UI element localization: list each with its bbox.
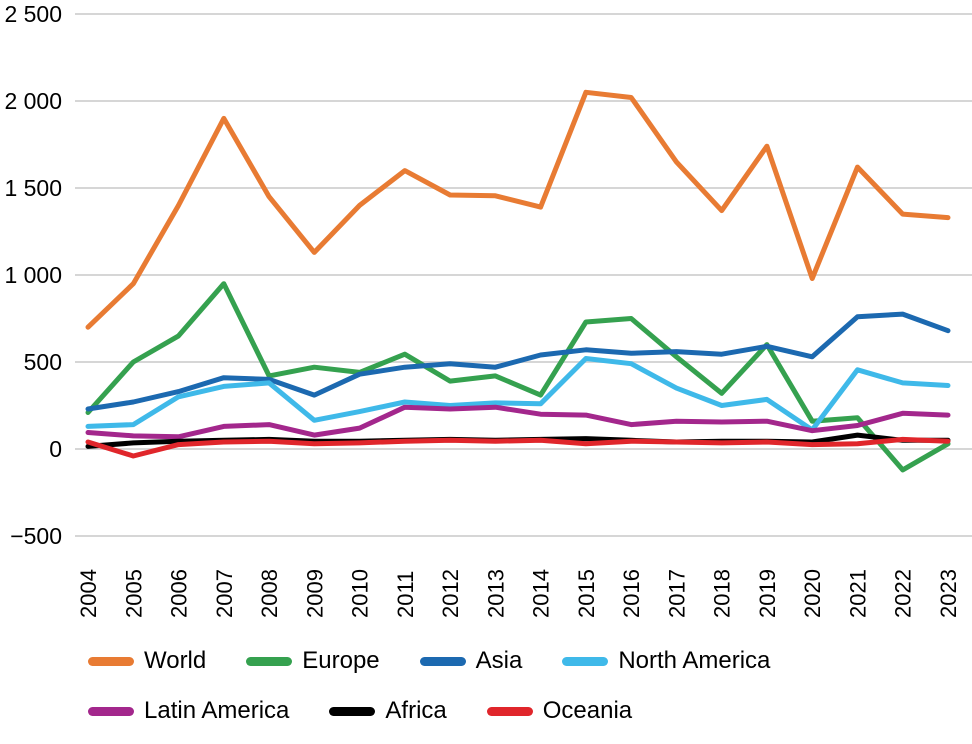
legend-item-africa: Africa [329,697,447,725]
legend-item-north-america: North America [562,647,771,674]
legend-item-latin-america: Latin America [88,697,290,725]
legend-row: World Europe Asia North America [88,647,968,674]
x-tick-label: 2019 [755,569,780,618]
x-tick-label: 2013 [483,569,508,618]
plot-svg: 2 500 2 000 1 500 1 000 500 0 −500 2004 2005 2006… [4,1,972,618]
y-tick-label: 500 [24,349,62,375]
x-tick-label: 2015 [574,569,599,618]
x-tick-label: 2022 [891,569,916,618]
legend-swatch-europe [246,656,293,666]
x-tick-label: 2017 [664,569,689,618]
x-tick-label: 2014 [529,569,554,618]
x-tick-label: 2004 [76,569,101,618]
legend-label-north-america: North America [618,647,771,674]
series-line-europe [85,281,951,473]
x-tick-label: 2020 [800,569,825,618]
legend-swatch-africa [329,707,376,717]
legend-label-latin-america: Latin America [144,697,290,725]
x-tick-label: 2010 [348,569,373,618]
x-tick-label: 2023 [936,569,961,618]
legend-item-oceania: Oceania [486,697,633,725]
legend-swatch-latin-america [88,707,134,717]
legend-swatch-world [88,656,134,666]
legend-label-africa: Africa [385,697,447,725]
chart-legend: World Europe Asia North America Latin Americ… [88,647,968,744]
legend-item-europe: Europe [246,647,380,674]
y-tick-label: 2 000 [4,88,62,114]
x-tick-label: 2016 [619,569,644,618]
legend-row: Latin America Africa Oceania [88,697,968,725]
legend-item-asia: Asia [419,647,523,674]
legend-label-asia: Asia [475,647,523,674]
series-line-oceania [85,436,951,459]
legend-label-europe: Europe [302,647,380,674]
x-tick-label: 2006 [167,569,192,618]
legend-label-oceania: Oceania [542,697,633,725]
x-tick-label: 2009 [302,569,327,618]
y-tick-label: 1 500 [4,175,62,201]
x-tick-label: 2012 [438,569,463,618]
series-line-world [85,89,951,330]
x-tick-label: 2007 [212,569,237,618]
y-tick-label: 0 [49,436,62,462]
series-line-asia [85,311,951,412]
y-tick-label: 2 500 [4,1,62,27]
legend-swatch-oceania [486,707,533,717]
series-line-north-america [85,356,951,433]
x-tick-label: 2008 [257,569,282,618]
y-tick-label: 1 000 [4,262,62,288]
legend-label-world: World [144,647,207,674]
legend-swatch-asia [419,656,466,666]
legend-item-world: World [88,647,207,674]
x-tick-label: 2018 [710,569,735,618]
y-tick-label: −500 [10,523,62,549]
x-tick-label: 2005 [121,569,146,618]
x-tick-label: 2021 [846,569,871,618]
legend-swatch-north-america [562,656,609,666]
series-line-latin-america [85,404,951,440]
x-tick-label: 2011 [393,571,418,618]
